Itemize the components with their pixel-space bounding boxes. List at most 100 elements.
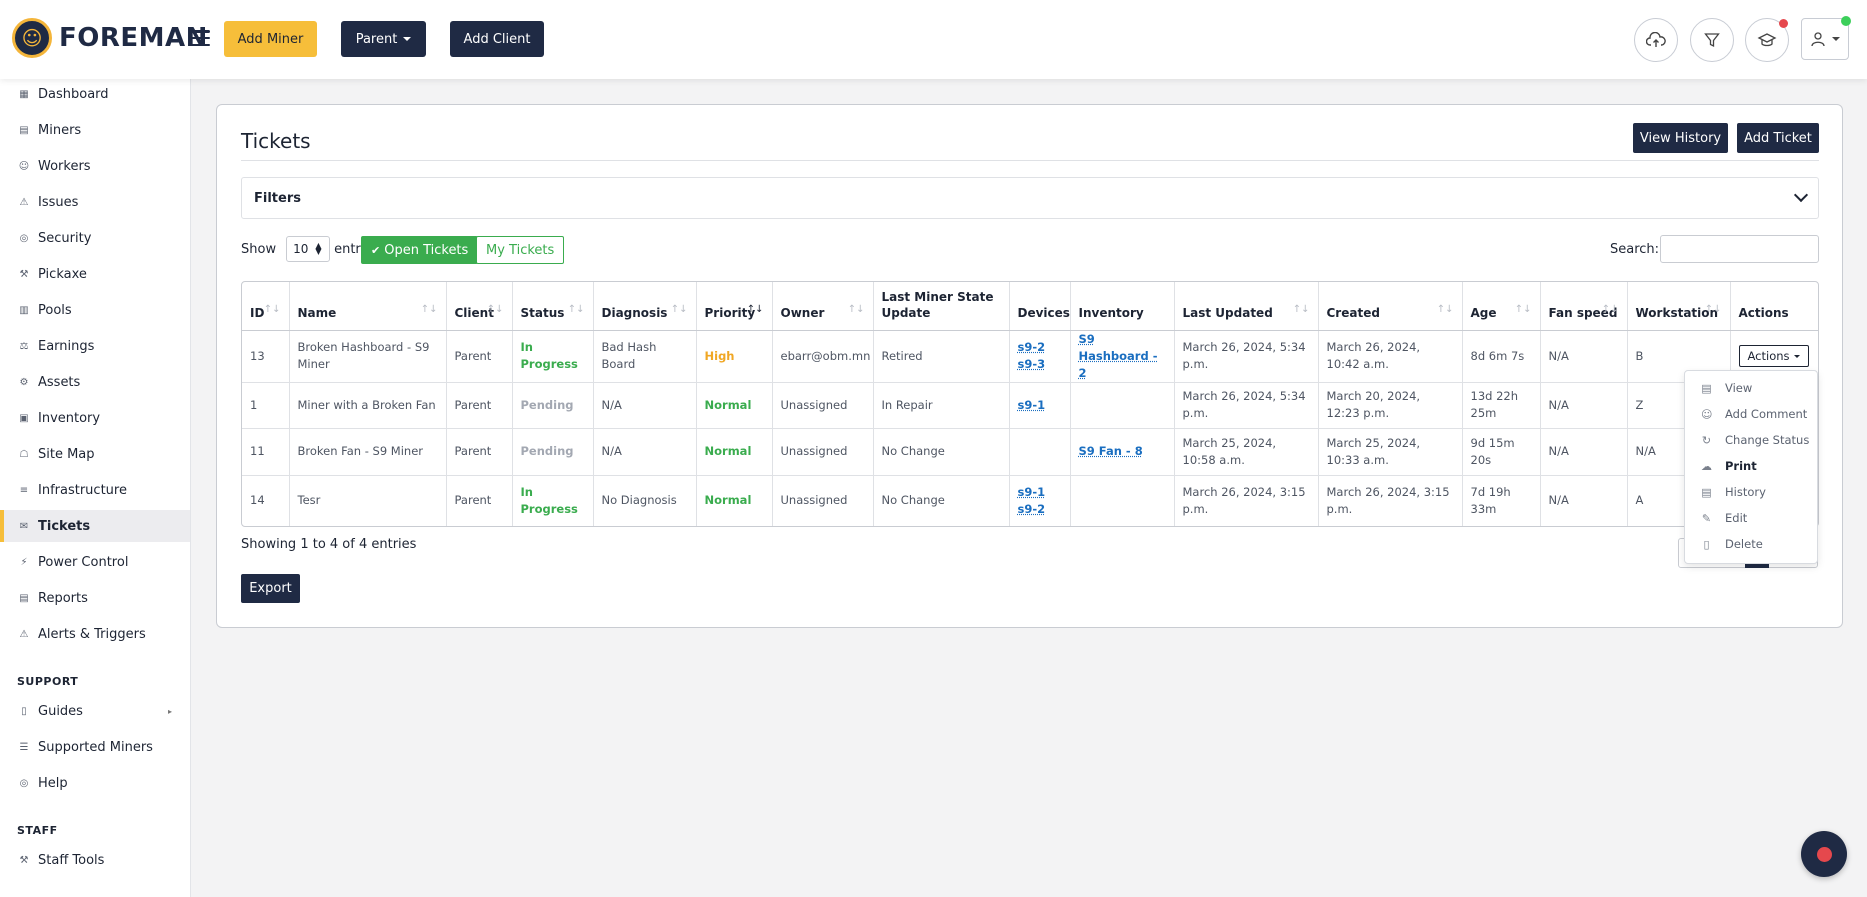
column-header-client[interactable]: Client ↑↓ <box>446 282 513 331</box>
sidebar-item-workers[interactable]: ☺ Workers <box>0 150 190 182</box>
sidebar-item-staff-tools[interactable]: ⚒ Staff Tools <box>0 844 190 876</box>
column-header-priority[interactable]: Priority ↑↓ <box>696 282 773 331</box>
user-menu-button[interactable] <box>1801 18 1849 60</box>
add-client-button[interactable]: Add Client <box>450 21 544 57</box>
foreman-logo[interactable]: ☺ FOREMAN <box>12 18 208 58</box>
cell-id: 14 <box>242 475 290 526</box>
cell-age: 9d 15m 20s <box>1462 428 1541 476</box>
view-icon: ▤ <box>1701 381 1712 395</box>
column-header-name[interactable]: Name ↑↓ <box>289 282 447 331</box>
sidebar-item-pickaxe[interactable]: ⚒ Pickaxe <box>0 258 190 290</box>
filter-button[interactable] <box>1690 18 1734 62</box>
warning-icon: ⚠ <box>19 196 29 208</box>
add-ticket-button[interactable]: Add Ticket <box>1737 123 1819 153</box>
pools-icon: ▥ <box>19 304 29 316</box>
menu-item-delete[interactable]: ▯ Delete <box>1685 532 1817 556</box>
site-map-icon: ☖ <box>19 448 29 460</box>
menu-item-history[interactable]: ▤ History <box>1701 485 1766 499</box>
cell-created: March 20, 2024, 12:23 p.m. <box>1318 382 1463 429</box>
cell-diagnosis: N/A <box>593 428 697 476</box>
device-link[interactable]: s9-2 <box>1017 501 1046 516</box>
column-header-fan-speed[interactable]: Fan speed ↑↓ <box>1540 282 1628 331</box>
cell-devices <box>1009 428 1071 476</box>
my-tickets-filter[interactable]: My Tickets <box>476 236 565 264</box>
menu-item-view[interactable]: ▤ View <box>1701 381 1753 395</box>
sidebar-item-site-map[interactable]: ☖ Site Map <box>0 438 190 470</box>
sort-icon: ↑↓ <box>1292 303 1310 315</box>
search-input[interactable] <box>1660 235 1819 263</box>
add-miner-button[interactable]: Add Miner <box>224 21 317 57</box>
column-header-created[interactable]: Created ↑↓ <box>1318 282 1463 331</box>
table-row[interactable]: 1 Miner with a Broken Fan Parent Pending N/A… <box>242 382 1818 429</box>
filters-panel-toggle[interactable]: Filters <box>241 177 1819 219</box>
search-label: Search: <box>1610 242 1660 257</box>
table-row[interactable]: 14 Tesr Parent In Progress No Diagnosis Norma… <box>242 475 1818 526</box>
chevron-down-icon <box>1793 187 1809 203</box>
column-header-last-updated[interactable]: Last Updated ↑↓ <box>1174 282 1319 331</box>
sidebar-item-supported-miners[interactable]: ☰ Supported Miners <box>0 731 190 763</box>
filter-icon <box>1704 33 1720 48</box>
cell-fan-speed: N/A <box>1540 475 1628 526</box>
sidebar-item-tickets[interactable]: ✉ Tickets <box>0 510 190 542</box>
table-row[interactable]: 13 Broken Hashboard - S9 Miner Parent In Pr… <box>242 330 1818 383</box>
sidebar-item-pools[interactable]: ▥ Pools <box>0 294 190 326</box>
caret-down-icon <box>403 37 412 41</box>
cloud-upload-button[interactable] <box>1634 18 1678 62</box>
sidebar-item-dashboard[interactable]: ▦ Dashboard <box>0 78 190 110</box>
column-header-id[interactable]: ID ↑↓ <box>242 282 290 331</box>
column-header-age[interactable]: Age ↑↓ <box>1462 282 1541 331</box>
sort-icon: ↑↓ <box>1514 303 1532 315</box>
cell-state: In Repair <box>873 382 1010 429</box>
cell-state: Retired <box>873 330 1010 383</box>
column-header-workstation[interactable]: Workstation ↑↓ <box>1627 282 1731 331</box>
device-link[interactable]: s9-2 <box>1017 340 1046 354</box>
help-chat-button[interactable] <box>1801 831 1847 877</box>
device-link[interactable]: s9-3 <box>1017 357 1046 371</box>
sidebar-item-assets[interactable]: ⚙ Assets <box>0 366 190 398</box>
column-header-owner[interactable]: Owner ↑↓ <box>772 282 874 331</box>
cell-fan-speed: N/A <box>1540 382 1628 429</box>
sidebar-item-security[interactable]: ◎ Security <box>0 222 190 254</box>
cell-status: In Progress <box>512 330 594 383</box>
entries-select[interactable]: 10 ▲ ▼ <box>286 236 331 262</box>
sidebar-item-alerts-triggers[interactable]: ⚠ Alerts & Triggers <box>0 618 190 650</box>
reports-icon: ▤ <box>19 592 29 604</box>
inventory-link[interactable]: S9 Fan - 8 <box>1078 444 1143 458</box>
cloud-upload-icon <box>1646 32 1666 47</box>
sidebar-item-inventory[interactable]: ▣ Inventory <box>0 402 190 434</box>
menu-item-add-comment[interactable]: ☺ Add Comment <box>1701 407 1808 421</box>
view-history-button[interactable]: View History <box>1633 123 1728 153</box>
brand-name: FOREMAN <box>59 23 208 53</box>
sidebar-item-infrastructure[interactable]: ≡ Infrastructure <box>0 474 190 506</box>
hamburger-menu-icon[interactable] <box>190 30 210 46</box>
sidebar-item-earnings[interactable]: ⚖ Earnings <box>0 330 190 362</box>
sidebar-item-reports[interactable]: ▤ Reports <box>0 582 190 614</box>
power-icon: ⚡ <box>20 556 28 568</box>
open-tickets-filter[interactable]: ✔ Open Tickets <box>361 236 479 264</box>
caret-down-icon <box>1793 354 1800 358</box>
print-icon: ☁ <box>1701 459 1712 473</box>
sidebar-item-miners[interactable]: ▤ Miners <box>0 114 190 146</box>
cell-devices: s9-1 s9-2 <box>1009 475 1071 526</box>
sidebar-item-label: Tickets <box>38 518 91 534</box>
table-row[interactable]: 11 Broken Fan - S9 Miner Parent Pending N/A N… <box>242 428 1818 476</box>
column-header-status[interactable]: Status ↑↓ <box>512 282 594 331</box>
cell-age: 7d 19h 33m <box>1462 475 1541 526</box>
export-button[interactable]: Export <box>241 574 300 603</box>
sidebar-item-help[interactable]: ◎ Help <box>0 767 190 799</box>
column-header-diagnosis[interactable]: Diagnosis ↑↓ <box>593 282 697 331</box>
device-link[interactable]: s9-1 <box>1017 397 1046 412</box>
sidebar-item-guides[interactable]: ▯ Guides ▸ <box>0 695 190 727</box>
cell-client: Parent <box>446 428 513 476</box>
menu-item-edit[interactable]: ✎ Edit <box>1701 511 1748 525</box>
menu-item-change-status[interactable]: ↻ Change Status <box>1701 433 1810 447</box>
sidebar-item-label: Miners <box>38 122 82 138</box>
sidebar-item-label: Supported Miners <box>38 739 153 755</box>
actions-dropdown-button[interactable]: Actions <box>1738 345 1809 367</box>
inventory-link[interactable]: S9 Hashboard - 2 <box>1078 331 1158 380</box>
sidebar-item-issues[interactable]: ⚠ Issues <box>0 186 190 218</box>
device-link[interactable]: s9-1 <box>1017 484 1046 499</box>
sidebar-item-power-control[interactable]: ⚡ Power Control <box>0 546 190 578</box>
menu-item-print[interactable]: ☁ Print <box>1701 459 1757 473</box>
parent-dropdown-button[interactable]: Parent <box>341 21 426 57</box>
